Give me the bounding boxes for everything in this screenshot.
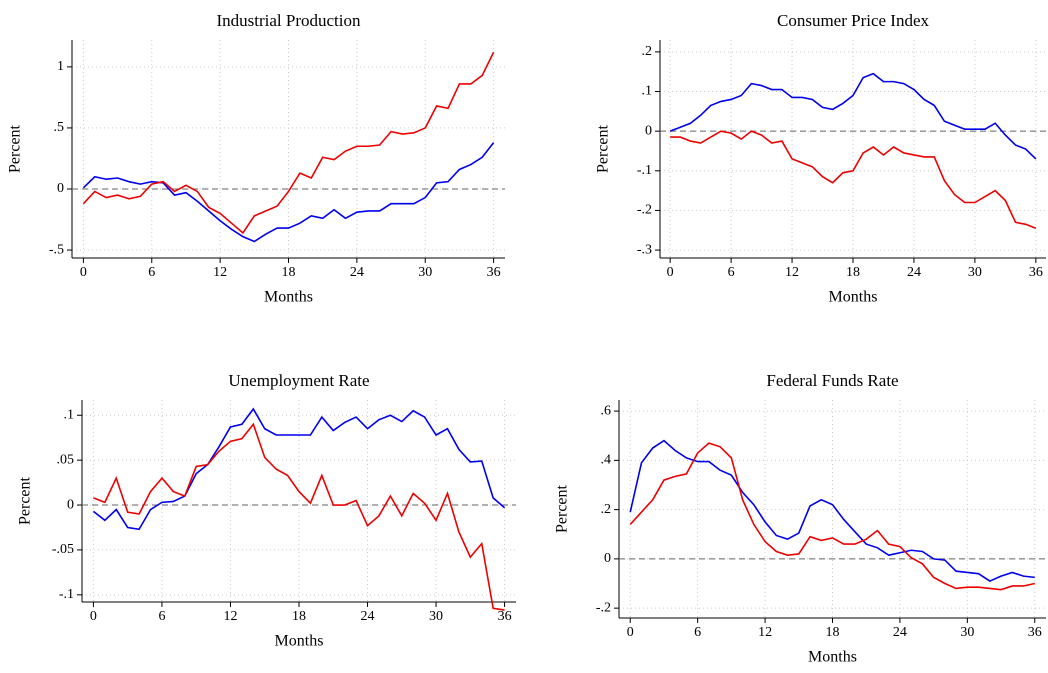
series-line xyxy=(670,130,1037,230)
y-axis-title: Percent xyxy=(554,484,571,533)
x-tick-label: 36 xyxy=(498,609,512,624)
y-tick-label: -.1 xyxy=(637,163,652,178)
series-line xyxy=(669,72,1037,160)
x-tick-label: 18 xyxy=(826,625,840,640)
x-tick-label: 18 xyxy=(292,609,306,624)
x-tick-label: 0 xyxy=(667,265,674,280)
y-tick-label: .6 xyxy=(601,403,612,418)
x-tick-label: 24 xyxy=(907,265,921,280)
y-axis-title: Percent xyxy=(595,124,612,173)
x-tick-label: 30 xyxy=(418,265,432,280)
y-tick-label: 0 xyxy=(604,551,611,566)
x-axis-title: Months xyxy=(264,289,313,306)
x-tick-label: 24 xyxy=(361,609,375,624)
chart-title: Industrial Production xyxy=(216,11,361,30)
x-tick-label: 36 xyxy=(1028,625,1042,640)
y-axis-title: Percent xyxy=(7,124,24,173)
series-line xyxy=(82,142,495,243)
x-tick-label: 6 xyxy=(694,625,701,640)
chart-title: Consumer Price Index xyxy=(777,11,930,30)
chart-title: Federal Funds Rate xyxy=(766,371,898,390)
x-tick-label: 30 xyxy=(429,609,443,624)
x-tick-label: 12 xyxy=(213,265,227,280)
x-tick-label: 30 xyxy=(960,625,974,640)
y-tick-label: 0 xyxy=(57,181,64,196)
x-tick-label: 12 xyxy=(785,265,799,280)
chart-title: Unemployment Rate xyxy=(228,371,369,390)
x-tick-label: 36 xyxy=(487,265,501,280)
x-tick-label: 6 xyxy=(728,265,735,280)
x-tick-label: 30 xyxy=(968,265,982,280)
y-tick-label: -.5 xyxy=(49,242,64,257)
x-tick-label: 6 xyxy=(148,265,155,280)
y-tick-label: .1 xyxy=(64,407,75,422)
x-tick-label: 12 xyxy=(223,609,237,624)
x-tick-label: 36 xyxy=(1029,265,1043,280)
x-tick-label: 0 xyxy=(627,625,634,640)
x-tick-label: 18 xyxy=(282,265,296,280)
y-tick-label: .5 xyxy=(54,120,65,135)
x-axis-title: Months xyxy=(829,289,878,306)
series-line xyxy=(92,407,506,531)
x-tick-label: 24 xyxy=(893,625,907,640)
x-tick-label: 0 xyxy=(90,609,97,624)
y-tick-label: .05 xyxy=(57,452,75,467)
y-tick-label: .1 xyxy=(642,84,653,99)
y-tick-label: -.05 xyxy=(52,542,74,557)
y-tick-label: .2 xyxy=(642,44,653,59)
y-tick-label: -.3 xyxy=(637,242,652,257)
series-line xyxy=(629,439,1035,582)
y-tick-label: 0 xyxy=(67,497,74,512)
y-tick-label: -.2 xyxy=(596,600,611,615)
y-tick-label: 0 xyxy=(645,123,652,138)
y-tick-label: -.2 xyxy=(637,203,652,218)
x-axis-title: Months xyxy=(808,649,857,666)
series-line xyxy=(629,442,1035,591)
series-line xyxy=(93,422,505,611)
x-axis-title: Months xyxy=(275,633,324,650)
y-tick-label: .2 xyxy=(601,502,612,517)
series-line xyxy=(82,51,495,235)
x-tick-label: 18 xyxy=(846,265,860,280)
x-tick-label: 0 xyxy=(80,265,87,280)
y-tick-label: .4 xyxy=(601,453,612,468)
y-tick-label: -.1 xyxy=(59,587,74,602)
y-tick-label: 1 xyxy=(57,59,64,74)
x-tick-label: 12 xyxy=(758,625,772,640)
x-tick-label: 24 xyxy=(350,265,364,280)
x-tick-label: 6 xyxy=(158,609,165,624)
y-axis-title: Percent xyxy=(17,476,34,525)
